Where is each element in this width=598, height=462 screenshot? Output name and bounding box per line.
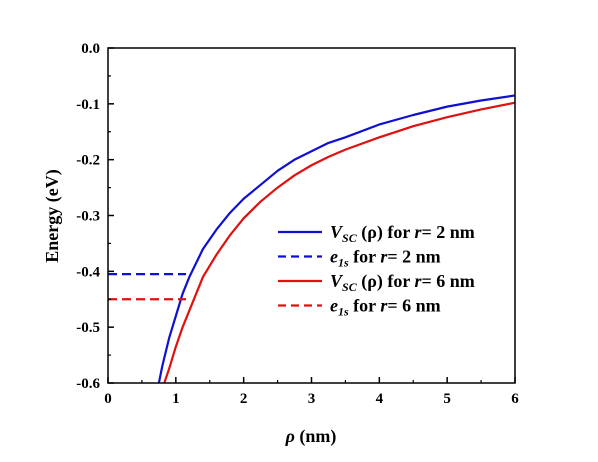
x-tick-label: 5	[443, 391, 451, 407]
x-axis-title-rho: ρ	[285, 426, 295, 446]
legend-label-3: VSC (ρ) for r= 6 nm	[330, 271, 475, 294]
y-tick-label: -0.6	[76, 376, 100, 392]
x-tick-label: 0	[104, 391, 112, 407]
y-ticks: 0.0 -0.1 -0.2 -0.3 -0.4 -0.5 -0.6	[76, 41, 114, 392]
y-tick-label: -0.5	[76, 320, 100, 336]
x-tick-label: 6	[511, 391, 519, 407]
x-axis-title: ρ (nm)	[285, 426, 337, 447]
plot-lines	[108, 94, 516, 384]
plot-frame	[107, 47, 516, 384]
y-tick-label: 0.0	[81, 41, 100, 57]
legend-label-2: e1s for r= 2 nm	[330, 247, 441, 270]
x-axis-title-unit: (nm)	[299, 426, 336, 447]
x-tick-label: 2	[240, 391, 248, 407]
y-tick-label: -0.1	[76, 97, 100, 113]
x-tick-label: 3	[308, 391, 316, 407]
legend-label-1: VSC (ρ) for r= 2 nm	[330, 222, 475, 245]
x-ticks: 0 1 2 3 4 5 6	[104, 377, 519, 407]
y-tick-label: -0.3	[76, 209, 100, 225]
y-tick-label: -0.2	[76, 153, 100, 169]
series-line-3	[163, 101, 516, 384]
legend-label-4: e1s for r= 6 nm	[330, 296, 441, 319]
y-axis-title: Energy (eV)	[42, 169, 63, 262]
x-tick-label: 1	[172, 391, 180, 407]
x-tick-label: 4	[376, 391, 384, 407]
y-tick-label: -0.4	[76, 264, 100, 280]
series-line-1	[157, 94, 516, 384]
